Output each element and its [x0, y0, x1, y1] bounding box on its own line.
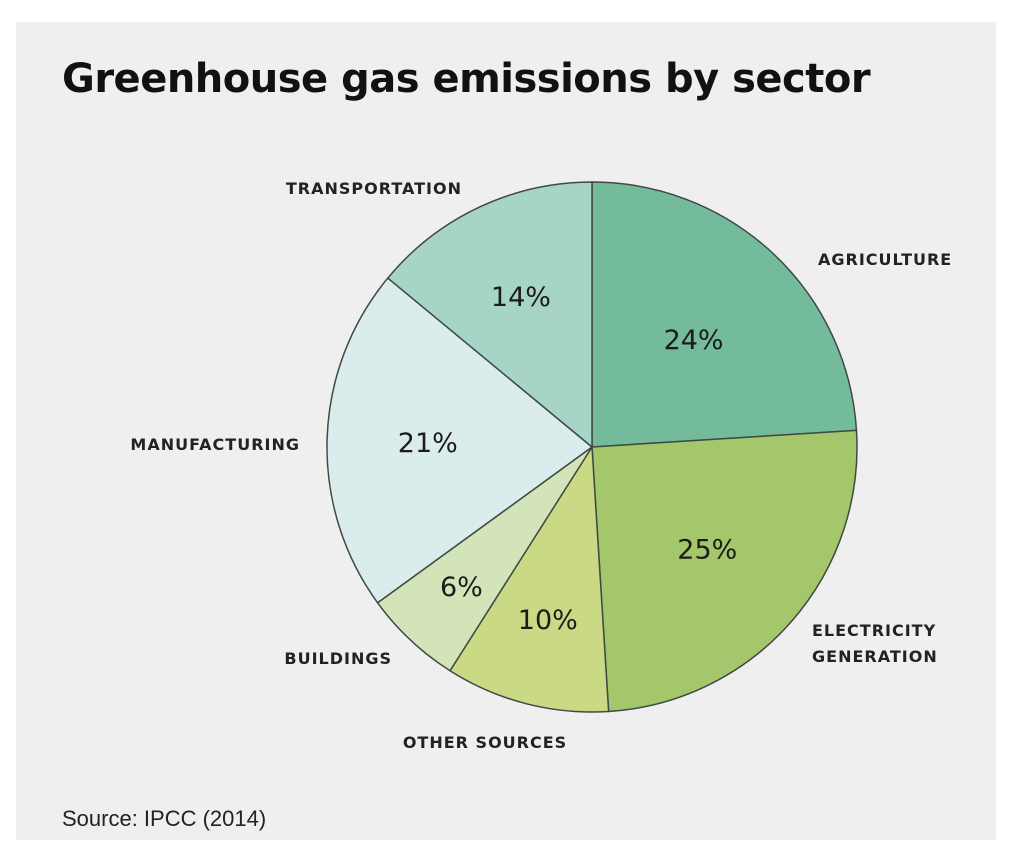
slice-value-label: 10%: [518, 605, 578, 636]
pie-slice: [387, 181, 593, 448]
pie-slice: [591, 181, 858, 448]
slice-category-label: OTHER SOURCES: [403, 733, 567, 752]
source-note: Source: IPCC (2014): [62, 806, 267, 831]
slice-value-label: 24%: [664, 325, 724, 356]
pie-slice: [591, 429, 858, 713]
slice-value-label: 21%: [398, 428, 458, 459]
slice-category-label: AGRICULTURE: [818, 250, 952, 269]
slice-category-label: BUILDINGS: [284, 649, 392, 668]
pie-slice: [326, 277, 593, 604]
slice-category-label: ELECTRICITY GENERATION: [812, 621, 938, 666]
slice-category-label: TRANSPORTATION: [286, 179, 462, 198]
slice-value-label: 14%: [491, 282, 551, 313]
slice-value-label: 6%: [440, 572, 483, 603]
chart-title: Greenhouse gas emissions by sector: [62, 56, 871, 102]
slice-value-label: 25%: [677, 535, 737, 566]
pie-slice: [449, 446, 610, 713]
slice-category-label: MANUFACTURING: [130, 435, 300, 454]
